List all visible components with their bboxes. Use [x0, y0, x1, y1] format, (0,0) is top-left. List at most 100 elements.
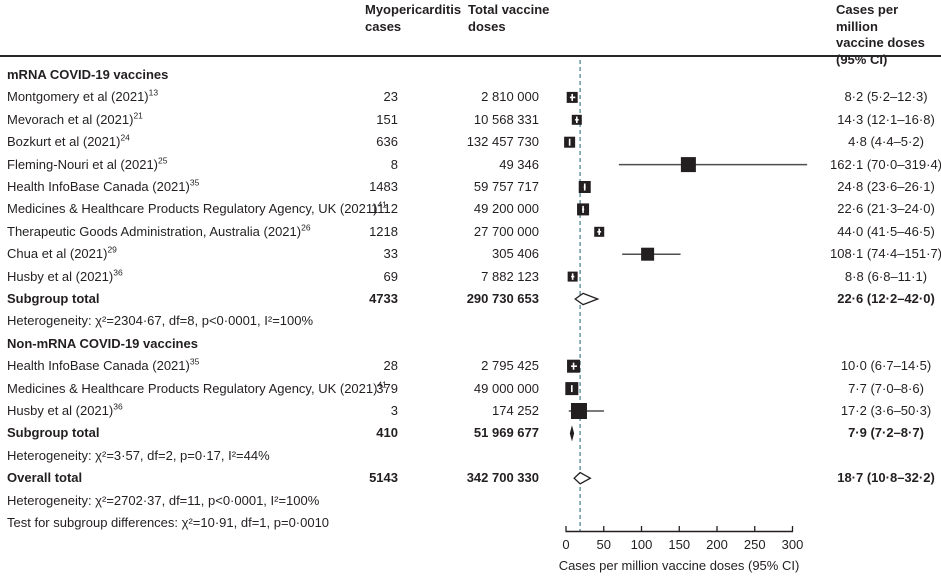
doses-value: 49 346	[499, 156, 539, 172]
ci-value: 8·8 (6·8–11·1)	[844, 268, 928, 284]
row-label: Medicines & Healthcare Products Regulato…	[7, 378, 387, 400]
cases-value: 23	[383, 89, 398, 105]
cases-value: 5143	[369, 470, 398, 486]
row-label: mRNA COVID-19 vaccines	[7, 64, 168, 86]
x-axis-title: Cases per million vaccine doses (95% CI)	[558, 558, 800, 573]
row-label-text: Test for subgroup differences: χ²=10·91,…	[7, 515, 330, 530]
ci-value: 8·2 (5·2–12·3)	[844, 89, 928, 105]
doses-value: 51 969 677	[473, 425, 539, 441]
ci-value: 7·7 (7·0–8·6)	[848, 380, 924, 396]
row-label: Overall total	[7, 467, 82, 489]
row-label: Montgomery et al (2021)13	[7, 86, 158, 108]
doses-value: 27 700 000	[473, 223, 539, 239]
reference-number: 36	[113, 267, 123, 278]
group-header-row: mRNA COVID-19 vaccines	[0, 64, 941, 86]
study-row: Mevorach et al (2021)21 151 10 568 331 14·3…	[0, 109, 941, 131]
doses-value: 174 252	[492, 403, 539, 418]
reference-number: 24	[120, 132, 130, 143]
stats-row: Test for subgroup differences: χ²=10·91,…	[0, 512, 941, 534]
row-label-text: Fleming-Nouri et al (2021)	[7, 156, 159, 172]
row-label-text: Subgroup total	[7, 425, 100, 441]
cases-value: 4733	[369, 291, 398, 306]
x-axis-tick-label: 150	[668, 537, 690, 552]
row-label-text: Heterogeneity: χ²=3·57, df=2, p=0·17, I²…	[7, 447, 270, 463]
row-label-text: Medicines & Healthcare Products Regulato…	[7, 201, 378, 217]
row-label: Chua et al (2021)29	[7, 243, 117, 265]
header-divider-rule	[0, 55, 941, 57]
row-label-text: Husby et al (2021)	[7, 268, 114, 284]
ci-value: 22·6 (12·2–42·0)	[837, 291, 935, 306]
study-row: Therapeutic Goods Administration, Austra…	[0, 221, 941, 243]
row-label: Health InfoBase Canada (2021)35	[7, 355, 199, 377]
ci-value: 18·7 (10·8–32·2)	[837, 470, 935, 486]
doses-value: 10 568 331	[473, 111, 539, 127]
reference-number: 21	[133, 110, 143, 121]
x-axis-tick-label: 100	[631, 537, 653, 552]
row-label: Test for subgroup differences: χ²=10·91,…	[7, 512, 329, 534]
row-label: Health InfoBase Canada (2021)35	[7, 176, 199, 198]
ci-value: 7·9 (7·2–8·7)	[848, 425, 924, 441]
ci-value: 162·1 (70·0–319·4)	[829, 156, 941, 172]
cases-value: 1112	[371, 201, 398, 217]
reference-number: 36	[113, 401, 123, 412]
row-label: Subgroup total	[7, 288, 99, 310]
study-row: Chua et al (2021)29 33 305 406 108·1 (74·4–…	[0, 243, 941, 265]
doses-value: 59 757 717	[473, 179, 539, 194]
ci-value: 44·0 (41·5–46·5)	[837, 223, 935, 239]
group-header-row: Non-mRNA COVID-19 vaccines	[0, 333, 941, 355]
row-label-text: Chua et al (2021)	[7, 246, 108, 262]
x-axis-tick-label: 50	[597, 537, 611, 552]
stats-row: Heterogeneity: χ²=3·57, df=2, p=0·17, I²…	[0, 445, 941, 467]
x-axis-tick-label: 0	[562, 537, 569, 552]
doses-value: 2 810 000	[481, 89, 539, 105]
cases-value: 636	[376, 134, 398, 150]
row-label: Therapeutic Goods Administration, Austra…	[7, 221, 311, 243]
cases-value: 1218	[369, 223, 398, 239]
cases-value: 1483	[369, 179, 398, 194]
doses-value: 132 457 730	[466, 134, 539, 150]
row-label-text: Montgomery et al (2021)	[7, 89, 149, 105]
row-label: Fleming-Nouri et al (2021)25	[7, 154, 167, 176]
cases-value: 69	[383, 268, 398, 284]
row-label-text: Health InfoBase Canada (2021)	[7, 179, 190, 194]
study-row: Husby et al (2021)36 69 7 882 123 8·8 (6·8–…	[0, 266, 941, 288]
row-label: Subgroup total	[7, 422, 99, 444]
study-row: Fleming-Nouri et al (2021)25 8 49 346 162·1…	[0, 154, 941, 176]
row-label-text: Therapeutic Goods Administration, Austra…	[7, 223, 302, 239]
row-label: Mevorach et al (2021)21	[7, 109, 143, 131]
column-header-total-vaccine-doses: Total vaccine doses	[468, 2, 550, 34]
total-row: Subgroup total 4733 290 730 653 22·6 (12·2–…	[0, 288, 941, 310]
row-label: Husby et al (2021)36	[7, 400, 123, 422]
stats-row: Heterogeneity: χ²=2702·37, df=11, p<0·00…	[0, 490, 941, 512]
ci-value: 108·1 (74·4–151·7)	[829, 246, 941, 262]
reference-number: 29	[107, 244, 117, 255]
reference-number: 13	[148, 88, 159, 99]
ci-value: 14·3 (12·1–16·8)	[837, 111, 935, 127]
doses-value: 342 700 330	[466, 470, 539, 486]
study-row: Health InfoBase Canada (2021)35 28 2 795 4…	[0, 355, 941, 377]
row-label-text: mRNA COVID-19 vaccines	[7, 67, 169, 82]
row-label-text: Medicines & Healthcare Products Regulato…	[7, 380, 378, 396]
row-label-text: Non-mRNA COVID-19 vaccines	[7, 335, 198, 351]
row-label: Heterogeneity: χ²=3·57, df=2, p=0·17, I²…	[7, 445, 270, 467]
row-label-text: Heterogeneity: χ²=2304·67, df=8, p<0·000…	[7, 313, 314, 329]
row-label: Husby et al (2021)36	[7, 266, 123, 288]
doses-value: 2 795 425	[481, 358, 539, 374]
ci-value: 10·0 (6·7–14·5)	[840, 358, 932, 374]
doses-value: 305 406	[492, 246, 539, 262]
row-label: Bozkurt et al (2021)24	[7, 131, 130, 153]
column-header-myopericarditis-cases: Myopericarditis cases	[365, 2, 462, 34]
ci-value: 22·6 (21·3–24·0)	[837, 201, 935, 217]
cases-value: 28	[383, 358, 398, 374]
reference-number: 35	[189, 177, 200, 188]
reference-number: 41	[377, 379, 387, 390]
ci-value: 24·8 (23·6–26·1)	[837, 179, 935, 194]
doses-value: 49 000 000	[473, 380, 539, 396]
study-row: Bozkurt et al (2021)24 636 132 457 730 4·8 …	[0, 131, 941, 153]
cases-value: 3	[390, 403, 398, 418]
doses-value: 49 200 000	[473, 201, 539, 217]
total-row: Overall total 5143 342 700 330 18·7 (10·8–3…	[0, 467, 941, 489]
reference-number: 26	[301, 222, 311, 233]
study-row: Medicines & Healthcare Products Regulato…	[0, 198, 941, 220]
